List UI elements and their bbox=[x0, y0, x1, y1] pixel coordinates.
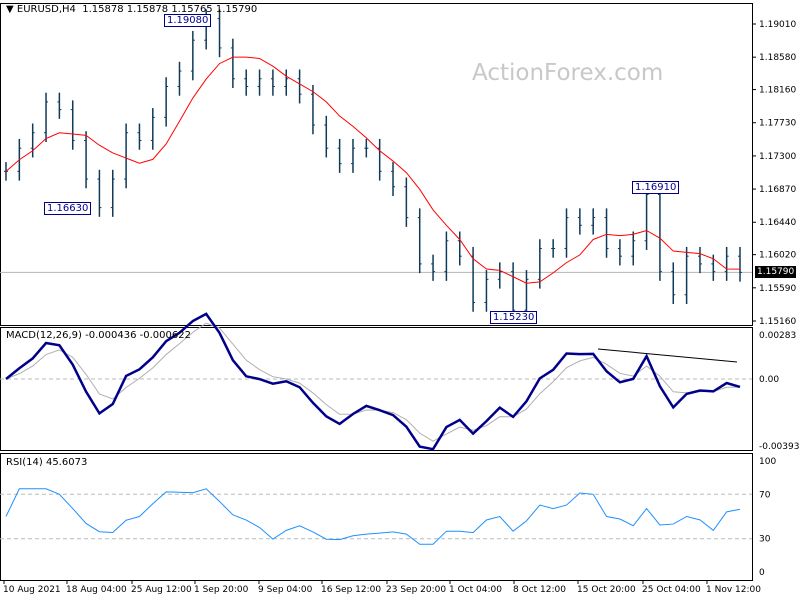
macd-tick-label: 0.00283 bbox=[759, 331, 796, 341]
moving-average-line bbox=[5, 56, 741, 284]
time-tick-label: 1 Nov 12:00 bbox=[706, 585, 761, 595]
price-tick-label: 1.16020 bbox=[759, 251, 796, 261]
time-tick-label: 1 Sep 20:00 bbox=[194, 585, 249, 595]
macd-tick-label: 0.00 bbox=[759, 375, 779, 385]
watermark: ActionForex.com bbox=[472, 60, 664, 86]
price-tick-label: 1.16870 bbox=[759, 185, 796, 195]
time-tick-label: 9 Sep 04:00 bbox=[258, 585, 313, 595]
symbol-header: ▼ EURUSD,H4 1.15878 1.15878 1.15765 1.15… bbox=[6, 4, 258, 15]
low2-label: 1.15230 bbox=[490, 311, 538, 324]
time-tick-label: 25 Oct 04:00 bbox=[642, 585, 701, 595]
price-tick-label: 1.17730 bbox=[759, 119, 796, 129]
price-tick-label: 1.17300 bbox=[759, 152, 796, 162]
ohlc-values: 1.15878 1.15878 1.15765 1.15790 bbox=[82, 4, 258, 15]
macd-line bbox=[5, 312, 741, 451]
macd-signal-line bbox=[5, 322, 741, 442]
time-tick-label: 15 Oct 20:00 bbox=[577, 585, 636, 595]
time-tick-label: 23 Sep 20:00 bbox=[386, 585, 446, 595]
rsi-tick-label: 30 bbox=[759, 535, 771, 545]
price-tick-label: 1.15160 bbox=[759, 317, 796, 327]
time-tick-label: 1 Oct 04:00 bbox=[449, 585, 502, 595]
high2-label: 1.16910 bbox=[632, 181, 680, 194]
macd-header: MACD(12,26,9) -0.000436 -0.000622 bbox=[6, 330, 191, 341]
price-tick-label: 1.15590 bbox=[759, 284, 796, 294]
symbol-label: EURUSD,H4 bbox=[16, 4, 76, 15]
time-tick-label: 16 Sep 12:00 bbox=[321, 585, 381, 595]
time-tick-label: 18 Aug 04:00 bbox=[66, 585, 127, 595]
panel-frame-1 bbox=[0, 327, 753, 451]
time-tick-label: 10 Aug 2021 bbox=[3, 585, 61, 595]
price-tick-label: 1.19010 bbox=[759, 20, 796, 30]
price-tick-label: 1.16440 bbox=[759, 218, 796, 228]
macd-trendline bbox=[597, 348, 738, 363]
macd-tick-label: -0.003939 bbox=[759, 442, 800, 452]
high-label: 1.19080 bbox=[164, 14, 212, 27]
panel-frame-0 bbox=[0, 3, 753, 326]
rsi-tick-label: 70 bbox=[759, 490, 771, 500]
rsi-tick-label: 100 bbox=[759, 457, 776, 467]
rsi-line bbox=[5, 488, 741, 545]
low-label: 1.16630 bbox=[44, 202, 92, 215]
current-price-label: 1.15790 bbox=[755, 266, 797, 278]
price-tick-label: 1.18580 bbox=[759, 53, 796, 63]
rsi-header: RSI(14) 45.6073 bbox=[6, 457, 88, 468]
rsi-tick-label: 0 bbox=[759, 568, 765, 578]
time-tick-label: 8 Oct 12:00 bbox=[513, 585, 566, 595]
price-tick-label: 1.18160 bbox=[759, 86, 796, 96]
panel-frame-2 bbox=[0, 453, 753, 581]
time-tick-label: 25 Aug 12:00 bbox=[131, 585, 192, 595]
